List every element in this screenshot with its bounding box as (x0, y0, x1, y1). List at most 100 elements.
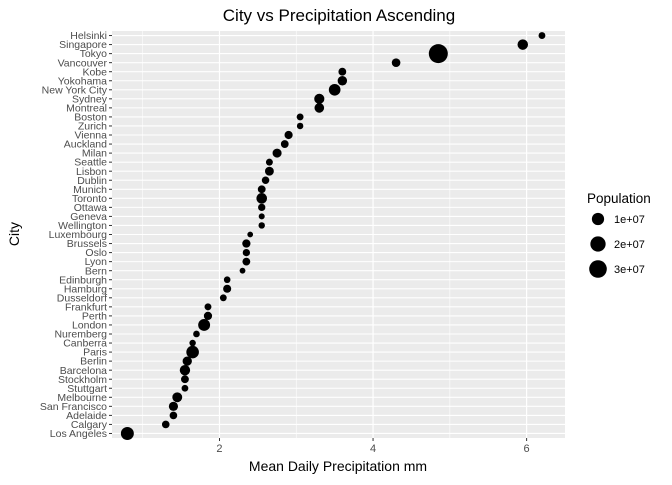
y-tick-label: Barcelona (60, 365, 107, 377)
data-point (258, 203, 266, 212)
y-tick-label: Seattle (74, 157, 107, 169)
data-point (219, 294, 227, 302)
y-tick-label: Singapore (59, 39, 107, 51)
data-point (169, 411, 178, 420)
data-point (314, 93, 325, 104)
data-point (247, 231, 254, 238)
x-tick-label: 2 (216, 443, 222, 455)
y-tick-label: Perth (82, 311, 107, 323)
y-tick-label: Boston (74, 112, 107, 124)
data-point (337, 76, 348, 86)
data-point (328, 83, 341, 96)
data-point (181, 375, 189, 384)
y-tick-label: Los Angeles (50, 428, 107, 440)
y-tick-label: Adelaide (66, 410, 107, 422)
data-point (168, 401, 179, 411)
y-tick-label: Munich (73, 184, 107, 196)
y-tick-label: Brussels (67, 238, 107, 250)
x-axis-title: Mean Daily Precipitation mm (249, 458, 427, 474)
data-point (204, 303, 212, 311)
y-tick-label: Kobe (82, 66, 107, 78)
y-tick-label: Ottawa (74, 202, 107, 214)
y-tick-label: Dublin (77, 175, 107, 187)
data-point (181, 384, 189, 392)
y-tick-label: Wellington (58, 220, 107, 232)
y-tick-label: Stockholm (58, 374, 107, 386)
grid-lines (112, 31, 565, 438)
data-point (239, 267, 246, 274)
data-point (223, 276, 231, 284)
y-tick-label: Yokohama (58, 75, 107, 87)
y-tick-label: San Francisco (40, 401, 107, 413)
y-tick-label: Vienna (74, 130, 107, 142)
data-points (120, 32, 546, 440)
data-point (258, 222, 265, 229)
data-point (517, 39, 529, 50)
y-tick-label: Calgary (71, 419, 108, 431)
y-axis-title: City (6, 222, 22, 246)
y-tick-label: New York City (42, 84, 108, 96)
data-point (264, 166, 274, 176)
data-point (428, 44, 448, 64)
y-tick-label: Toronto (72, 193, 107, 205)
legend-title: Population (587, 191, 651, 206)
data-point (296, 113, 304, 121)
data-point (280, 140, 289, 148)
x-tick-label: 4 (370, 443, 376, 455)
y-tick-label: Canberra (63, 338, 107, 350)
data-point (242, 248, 251, 257)
data-point (391, 58, 401, 67)
legend-label: 2e+07 (614, 239, 645, 251)
data-point (314, 103, 325, 113)
data-point (189, 339, 196, 347)
data-point (538, 32, 546, 39)
y-tick-label: Lyon (85, 256, 108, 268)
y-tick-label: Edinburgh (59, 274, 107, 286)
y-tick-label: Bern (85, 265, 107, 277)
data-point (203, 311, 213, 321)
y-tick-label: Lisbon (76, 166, 107, 178)
data-point (258, 213, 265, 220)
data-point (242, 239, 251, 248)
y-tick-label: Paris (83, 347, 107, 359)
y-tick-label: Oslo (85, 247, 107, 259)
legend: Population 1e+07 2e+07 3e+07 (587, 191, 651, 278)
y-tick-label: Stuttgart (67, 383, 107, 395)
legend-label: 3e+07 (614, 264, 645, 276)
y-tick-label: Frankfurt (65, 301, 107, 313)
data-point (257, 185, 266, 194)
x-tick-label: 6 (524, 443, 530, 455)
y-tick-label: Dusseldorf (57, 292, 107, 304)
legend-label: 1e+07 (614, 214, 645, 226)
y-tick-label: Melbourne (57, 392, 107, 404)
data-point (261, 176, 270, 184)
data-point (296, 122, 304, 130)
y-tick-label: Sydney (72, 93, 108, 105)
y-tick-label: Montreal (66, 102, 107, 114)
y-tick-label: Luxembourg (49, 229, 108, 241)
data-point (161, 420, 170, 429)
data-point (272, 148, 282, 158)
data-point (256, 193, 268, 204)
data-point (223, 284, 232, 293)
legend-key (589, 260, 607, 278)
x-axis-ticks: 2 4 6 (216, 438, 530, 455)
data-point (186, 345, 199, 359)
chart-title: City vs Precipitation Ascending (223, 6, 455, 25)
y-tick-label: Auckland (64, 139, 107, 151)
data-point (265, 158, 273, 166)
data-point (284, 130, 293, 140)
y-tick-label: Milan (82, 148, 107, 160)
y-tick-label: Tokyo (80, 48, 108, 60)
data-point (338, 67, 347, 76)
data-point (179, 364, 191, 376)
data-point (198, 318, 211, 331)
y-tick-label: Nuremberg (54, 329, 107, 341)
data-point (193, 330, 200, 338)
data-point (182, 356, 192, 366)
y-tick-label: Helsinki (70, 30, 107, 42)
y-tick-label: Zurich (78, 121, 107, 133)
